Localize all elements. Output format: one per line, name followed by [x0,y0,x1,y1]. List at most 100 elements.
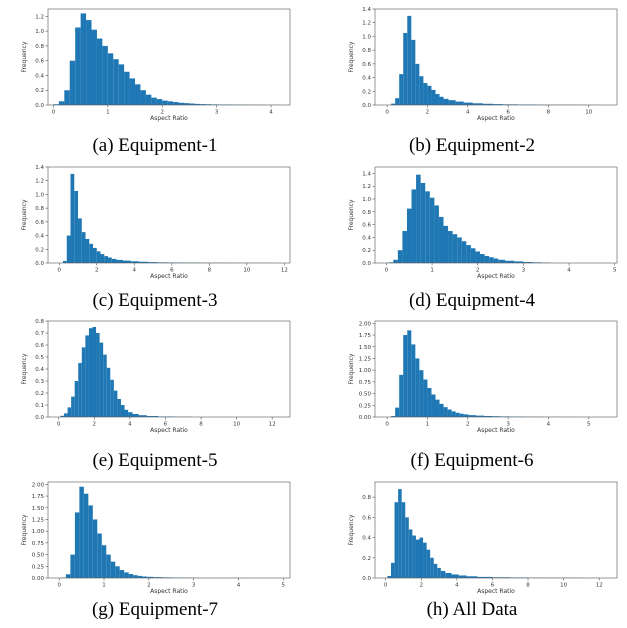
histogram-bar [74,381,79,417]
x-tick-label: 4 [128,422,132,428]
y-axis-label: Frequency [21,514,28,545]
y-tick-label: 1.2 [35,14,44,20]
histogram-bar [110,561,116,578]
histogram-bar [408,529,413,578]
histogram-bar [110,379,114,417]
histogram-bar [53,104,59,105]
histogram-bar [200,104,206,105]
x-tick-label: 3 [506,422,510,428]
y-tick-label: 1.50 [32,506,45,512]
histogram-bar [403,335,408,417]
histogram-bar [118,64,125,105]
x-tick-label: 0 [52,110,56,116]
x-tick-label: 2 [426,110,430,116]
x-tick-label: 2 [476,268,480,274]
histogram-bar [391,416,396,417]
caption-equipment-7: (g) Equipment-7 [91,599,219,620]
histogram-bar [106,554,111,578]
histogram-equipment-7: 0 1 2 3 4 5 0.00 0.25 0.50 0.75 1.00 1.25 1.50 1.75 2.… [21,481,291,595]
histogram-bar [425,191,430,263]
histogram-bar [532,262,542,263]
y-tick-label: 0.6 [35,343,44,349]
y-axis-label: Frequency [21,353,28,384]
histogram-bar [492,577,511,578]
histogram-bar [429,197,435,263]
histogram-bar [431,394,436,417]
x-axis-label: Aspect Ratio [150,427,188,434]
bars [63,173,275,263]
x-tick-label: 4 [455,583,459,589]
y-tick-label: 1.00 [32,529,45,535]
histogram-bar [461,241,467,263]
y-tick-label: 1.2 [362,21,371,27]
histogram-bar [445,572,452,578]
y-tick-label: 1.4 [362,7,371,13]
x-tick-label: 2 [147,583,151,589]
histogram-bar [419,537,424,578]
y-axis-label: Frequency [21,199,28,230]
histogram-bar [145,94,152,105]
plot-frame [47,8,291,106]
histogram-bar [92,327,97,417]
caption-equipment-6: (f) Equipment-6 [410,450,534,471]
histogram-bar [434,205,439,263]
histogram-bar [101,545,107,578]
histogram-bar [108,257,112,263]
histogram-bar [74,191,79,263]
histogram-bar [142,576,147,578]
x-tick-label: 8 [526,583,530,589]
histogram-bar [128,412,133,417]
histogram-bar [119,570,125,578]
histogram-bar [455,412,460,417]
x-tick-label: 2 [466,422,470,428]
chart-panel: 0 2 4 6 8 10 12 0.0 0.2 0.4 0.6 0.8 Aspect Ratio Freq… [327,478,627,598]
histogram-bar [401,502,406,578]
histogram-bar [117,399,121,417]
x-tick-label: 6 [506,110,510,116]
y-tick-label: 0.25 [32,564,45,570]
y-axis-label: Frequency [21,41,28,72]
histogram-bar [466,576,478,578]
histogram-bar [477,576,493,578]
histogram-bar [423,379,428,417]
histogram-bar [116,259,124,263]
histogram-bar [399,374,404,417]
histogram-bar [458,575,467,578]
histogram-bar [96,333,100,417]
histogram-bar [81,232,86,263]
y-tick-label: 0.50 [32,553,45,559]
histogram-bar [491,416,501,417]
y-tick-label: 0.75 [32,541,45,547]
histogram-bar [162,100,168,105]
histogram-bar [67,407,72,417]
x-tick-label: 1 [102,583,106,589]
y-tick-label: 2.00 [32,482,45,488]
histogram-bar [162,577,172,578]
y-tick-label: 0.4 [362,76,371,82]
histogram-bar [419,370,424,417]
histogram-bar [484,255,490,263]
y-tick-label: 0.2 [362,248,371,254]
x-axis-label: Aspect Ratio [477,273,515,280]
y-tick-label: 1.50 [359,345,372,351]
histogram-bar [415,63,420,105]
histogram-bar [457,237,462,263]
x-tick-label: 3 [192,583,196,589]
histogram-bar [483,415,492,417]
y-tick-label: 0.50 [359,392,372,398]
histogram-equipment-5: 0 2 4 6 8 10 12 0.0 0.1 0.2 0.3 0.4 0.5 0.6 0.7 0.8 Aspe… [21,319,291,434]
histogram-bar [88,505,93,578]
histogram-bar [443,225,449,263]
y-tick-label: 1.75 [359,333,372,339]
y-tick-label: 0.0 [362,103,371,109]
histogram-bar [416,174,421,263]
bars [391,330,579,417]
histogram-bar [431,89,436,105]
histogram-bar [388,262,394,263]
x-tick-label: 4 [269,110,273,116]
histogram-bar [96,38,103,105]
histogram-bar [475,415,484,417]
histogram-bar [448,100,456,105]
x-tick-label: 8 [199,422,203,428]
x-axis-label: Aspect Ratio [150,115,188,122]
